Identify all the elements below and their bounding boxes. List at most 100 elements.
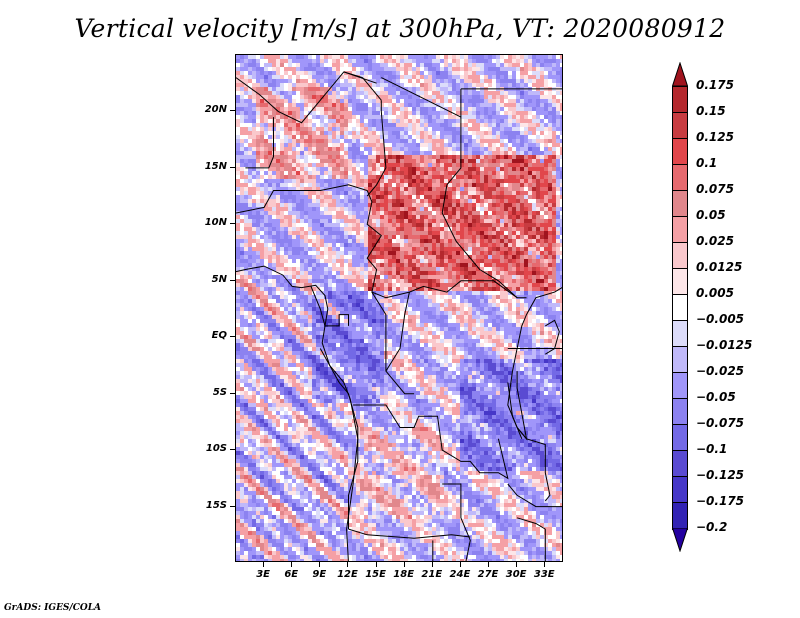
lon-tick bbox=[263, 562, 265, 567]
colorbar-top-arrow bbox=[672, 62, 688, 86]
velocity-field-cells bbox=[236, 55, 562, 561]
lon-tick bbox=[319, 562, 321, 567]
lon-tick bbox=[375, 562, 377, 567]
lat-tick-label: 15S bbox=[205, 499, 227, 511]
lat-tick-label: 5N bbox=[211, 273, 227, 285]
border-line bbox=[348, 528, 471, 539]
border-line bbox=[545, 319, 560, 355]
lon-tick-label: 9E bbox=[312, 569, 327, 580]
colorbar-label: −0.2 bbox=[696, 520, 728, 534]
border-line bbox=[343, 71, 363, 79]
border-line bbox=[236, 265, 359, 561]
border-line bbox=[236, 184, 415, 395]
lon-tick-label: 3E bbox=[256, 569, 270, 580]
colorbar-label: −0.025 bbox=[696, 364, 745, 378]
colorbar-label: 0.175 bbox=[696, 78, 734, 92]
grads-credit: GrADS: IGES/COLA bbox=[4, 603, 102, 613]
lon-tick bbox=[516, 562, 518, 567]
lat-tick bbox=[230, 110, 235, 112]
colorbar-label: 0.1 bbox=[696, 156, 718, 170]
lat-tick bbox=[230, 449, 235, 451]
border-line bbox=[362, 77, 382, 101]
colorbar-label: 0.05 bbox=[696, 208, 726, 222]
colorbar-label: −0.125 bbox=[696, 468, 745, 482]
colorbar-swatch bbox=[672, 268, 688, 295]
lat-tick bbox=[230, 166, 235, 168]
colorbar-label: −0.0125 bbox=[696, 338, 753, 352]
lat-tick bbox=[230, 392, 235, 394]
lon-tick-label: 15E bbox=[365, 569, 386, 580]
colorbar-label: −0.05 bbox=[696, 390, 736, 404]
colorbar-label: 0.125 bbox=[696, 130, 734, 144]
colorbar-swatch bbox=[672, 424, 688, 451]
border-line bbox=[381, 77, 527, 299]
colorbar-label: −0.005 bbox=[696, 312, 745, 326]
lat-tick bbox=[230, 279, 235, 281]
lon-tick bbox=[403, 562, 405, 567]
lat-tick bbox=[230, 336, 235, 338]
lon-tick bbox=[459, 562, 461, 567]
chart-title: Vertical velocity [m/s] at 300hPa, VT: 2… bbox=[74, 14, 726, 43]
colorbar-swatch bbox=[672, 320, 688, 347]
colorbar-label: −0.175 bbox=[696, 494, 745, 508]
lat-tick-label: 10S bbox=[205, 443, 227, 455]
border-line bbox=[366, 100, 387, 197]
lon-tick bbox=[544, 562, 546, 567]
colorbar-swatch bbox=[672, 294, 688, 321]
lon-tick-label: 27E bbox=[477, 569, 499, 580]
border-line bbox=[353, 404, 509, 480]
border-line bbox=[507, 382, 523, 439]
lon-tick bbox=[488, 562, 490, 567]
lon-tick bbox=[347, 562, 349, 567]
lat-tick-label: EQ bbox=[211, 330, 227, 342]
border-line bbox=[385, 291, 410, 372]
colorbar-label: −0.075 bbox=[696, 416, 745, 430]
lat-tick-label: 20N bbox=[204, 104, 227, 116]
colorbar-swatch bbox=[672, 112, 688, 139]
border-line bbox=[507, 483, 562, 508]
lon-tick-label: 30E bbox=[505, 569, 527, 580]
border-line bbox=[310, 286, 349, 327]
colorbar-swatch bbox=[672, 86, 688, 113]
lon-tick-label: 12E bbox=[337, 569, 358, 580]
colorbar-swatch bbox=[672, 372, 688, 399]
colorbar-swatch bbox=[672, 138, 688, 165]
colorbar-swatch bbox=[672, 450, 688, 477]
lon-tick-label: 33E bbox=[533, 569, 555, 580]
map-plot-area bbox=[235, 54, 563, 562]
border-line bbox=[516, 517, 546, 561]
border-line bbox=[319, 348, 359, 530]
lon-tick bbox=[431, 562, 433, 567]
colorbar-swatch bbox=[672, 502, 688, 530]
colorbar-label: 0.025 bbox=[696, 234, 734, 248]
border-line bbox=[245, 117, 274, 169]
border-line bbox=[371, 280, 518, 299]
colorbar-label: −0.1 bbox=[696, 442, 728, 456]
colorbar-swatch bbox=[672, 346, 688, 373]
lon-tick-label: 6E bbox=[284, 569, 299, 580]
lon-tick bbox=[291, 562, 293, 567]
border-line bbox=[442, 483, 471, 561]
lat-tick bbox=[230, 223, 235, 225]
lat-tick bbox=[230, 505, 235, 507]
map-field bbox=[236, 55, 562, 561]
border-line bbox=[516, 371, 528, 441]
lon-tick-label: 24E bbox=[449, 569, 471, 580]
colorbar-label: 0.0125 bbox=[696, 260, 743, 274]
colorbar-swatch bbox=[672, 190, 688, 217]
colorbar-swatch bbox=[672, 164, 688, 191]
country-borders bbox=[236, 71, 562, 561]
colorbar-label: 0.15 bbox=[696, 104, 726, 118]
colorbar-bottom-arrow bbox=[672, 528, 688, 552]
lat-tick-label: 5S bbox=[212, 386, 227, 398]
lat-tick-label: 15N bbox=[204, 160, 227, 172]
border-line bbox=[507, 371, 551, 502]
colorbar-label: 0.075 bbox=[696, 182, 734, 196]
lon-tick-label: 21E bbox=[421, 569, 443, 580]
lat-tick-label: 10N bbox=[204, 217, 227, 229]
colorbar-swatch bbox=[672, 242, 688, 269]
colorbar-swatch bbox=[672, 476, 688, 503]
colorbar-swatch bbox=[672, 216, 688, 243]
colorbar-label: 0.005 bbox=[696, 286, 734, 300]
colorbar-swatch bbox=[672, 398, 688, 425]
